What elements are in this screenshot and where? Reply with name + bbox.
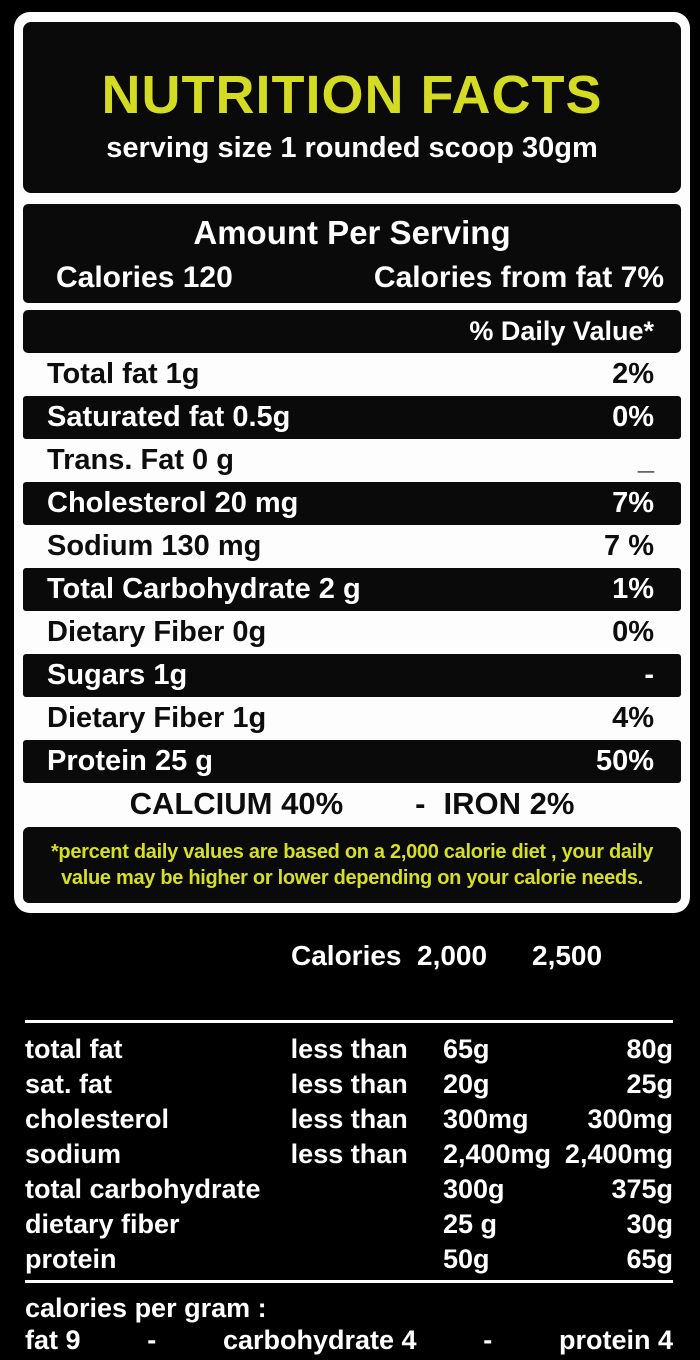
calcium-value: CALCIUM 40%	[129, 786, 344, 821]
nutrient-label: Sodium 130 mg	[47, 530, 262, 562]
nutrient-value: 0%	[612, 616, 654, 648]
calories-value: Calories 120	[56, 261, 233, 294]
page-title: NUTRITION FACTS	[101, 65, 603, 125]
table-row: Dietary Fiber 0g 0%	[23, 611, 681, 654]
nutrient-value: 7%	[612, 487, 654, 519]
ref-2000-value: 20g	[442, 1069, 490, 1099]
table-row: Trans. Fat 0 g _	[23, 439, 681, 482]
amount-per-serving-section: Amount Per Serving Calories 120 Calories…	[23, 204, 681, 303]
ref-2500-value: 2,400mg	[564, 1139, 673, 1169]
ref-qualifier: less than	[290, 1069, 408, 1099]
cpg-carbohydrate: carbohydrate 4	[222, 1325, 417, 1355]
table-row: sat. fat less than 20g 25g	[25, 1067, 673, 1102]
calories-from-fat-value: Calories from fat 7%	[373, 261, 664, 294]
table-row: Dietary Fiber 1g 4%	[23, 697, 681, 740]
serving-size-text: serving size 1 rounded scoop 30gm	[106, 132, 598, 164]
cpg-protein: protein 4	[558, 1325, 673, 1355]
reference-table-header: Calories 2,000 2,500	[25, 936, 673, 976]
ref-label: cholesterol	[25, 1104, 170, 1134]
ref-qualifier: less than	[290, 1034, 408, 1064]
title-section: NUTRITION FACTS serving size 1 rounded s…	[23, 22, 681, 193]
ref-qualifier	[291, 1207, 443, 1242]
table-row: Sodium 130 mg 7 %	[23, 525, 681, 568]
divider-line	[25, 1280, 673, 1283]
nutrient-value: 7 %	[604, 530, 654, 562]
ref-label: protein	[25, 1244, 117, 1274]
table-row: sodium less than 2,400mg 2,400mg	[25, 1137, 673, 1172]
ref-2000-value: 65g	[442, 1034, 490, 1064]
calories-row: Calories 120 Calories from fat 7%	[23, 249, 681, 293]
table-row: Protein 25 g 50%	[23, 740, 681, 783]
nutrient-label: Dietary Fiber 1g	[47, 702, 267, 734]
table-row: Saturated fat 0.5g 0%	[23, 396, 681, 439]
ref-qualifier	[291, 1172, 443, 1207]
nutrient-value: -	[644, 659, 654, 691]
divider-line	[25, 1020, 673, 1023]
table-row: cholesterol less than 300mg 300mg	[25, 1102, 673, 1137]
label-panel: NUTRITION FACTS serving size 1 rounded s…	[14, 12, 690, 913]
reference-header-2000: 2,000	[417, 940, 488, 971]
nutrient-label: Cholesterol 20 mg	[47, 487, 299, 519]
cpg-separator: -	[483, 1325, 493, 1355]
nutrient-value: 4%	[612, 702, 654, 734]
nutrient-label: Saturated fat 0.5g	[47, 401, 291, 433]
minerals-separator: -	[415, 786, 426, 821]
footnote-line-2: value may be higher or lower depending o…	[61, 867, 643, 889]
daily-value-footnote: *percent daily values are based on a 2,0…	[23, 827, 681, 903]
ref-2000-value: 25 g	[442, 1209, 497, 1239]
table-row: protein 50g 65g	[25, 1242, 673, 1277]
ref-2000-value: 300mg	[442, 1104, 529, 1134]
ref-2500-value: 375g	[611, 1174, 673, 1204]
table-row: Cholesterol 20 mg 7%	[23, 482, 681, 525]
daily-value-header: % Daily Value*	[23, 310, 681, 353]
nutrient-label: Total Carbohydrate 2 g	[47, 573, 361, 605]
ref-label: sat. fat	[25, 1069, 113, 1099]
ref-2000-value: 300g	[442, 1174, 505, 1204]
table-row: total fat less than 65g 80g	[25, 1032, 673, 1067]
table-row: Total Carbohydrate 2 g 1%	[23, 568, 681, 611]
calories-per-gram-title: calories per gram :	[25, 1293, 267, 1323]
table-row: dietary fiber 25 g 30g	[25, 1207, 673, 1242]
nutrient-table: Total fat 1g 2% Saturated fat 0.5g 0% Tr…	[23, 353, 681, 783]
table-row: total carbohydrate 300g 375g	[25, 1172, 673, 1207]
ref-2500-value: 80g	[626, 1034, 673, 1064]
ref-label: sodium	[25, 1139, 122, 1169]
ref-qualifier: less than	[290, 1139, 408, 1169]
nutrient-label: Dietary Fiber 0g	[47, 616, 267, 648]
nutrient-value: 1%	[612, 573, 654, 605]
ref-2500-value: 25g	[626, 1069, 673, 1099]
minerals-row: CALCIUM 40% - IRON 2%	[23, 783, 681, 825]
iron-value: IRON 2%	[443, 786, 575, 821]
ref-2500-value: 300mg	[587, 1104, 673, 1134]
amount-per-serving-heading: Amount Per Serving	[193, 214, 511, 251]
table-row: Total fat 1g 2%	[23, 353, 681, 396]
calories-per-gram-row: fat 9 - carbohydrate 4 - protein 4	[25, 1325, 673, 1355]
nutrient-value: 2%	[612, 358, 654, 390]
table-row: Sugars 1g -	[23, 654, 681, 697]
ref-qualifier: less than	[290, 1104, 408, 1134]
footnote-line-1: *percent daily values are based on a 2,0…	[50, 841, 654, 863]
ref-2500-value: 30g	[626, 1209, 673, 1239]
nutrient-value: 0%	[612, 401, 654, 433]
reference-table: total fat less than 65g 80g sat. fat les…	[25, 1032, 673, 1277]
ref-label: total fat	[25, 1034, 123, 1064]
nutrient-label: Total fat 1g	[47, 358, 200, 390]
nutrient-label: Trans. Fat 0 g	[47, 444, 234, 476]
cpg-separator: -	[147, 1325, 157, 1355]
reference-header-2500: 2,500	[532, 940, 603, 971]
nutrient-label: Sugars 1g	[47, 659, 188, 691]
ref-2000-value: 50g	[442, 1244, 490, 1274]
ref-2500-value: 65g	[626, 1244, 673, 1274]
nutrient-label: Protein 25 g	[47, 745, 213, 777]
ref-qualifier	[291, 1242, 443, 1277]
reference-header-calories: Calories	[291, 940, 402, 971]
cpg-fat: fat 9	[25, 1325, 81, 1355]
ref-label: total carbohydrate	[25, 1174, 261, 1204]
nutrient-value: 50%	[595, 745, 654, 777]
nutrient-value: _	[637, 444, 654, 476]
ref-2000-value: 2,400mg	[442, 1139, 552, 1169]
ref-label: dietary fiber	[25, 1209, 180, 1239]
